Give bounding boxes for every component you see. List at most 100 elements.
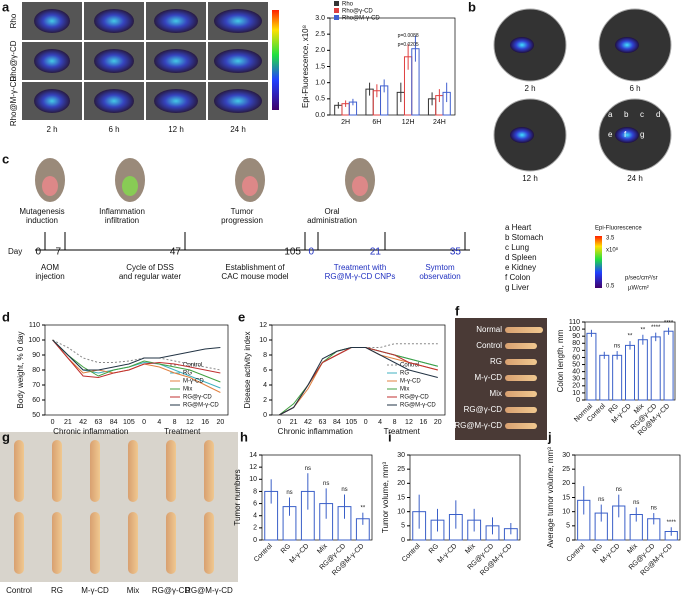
fluorescence-signal — [214, 49, 262, 73]
mouse-gut — [122, 176, 138, 196]
colon-sample — [166, 440, 176, 502]
organ-mark: d — [656, 110, 660, 119]
x-tick-label: 8 — [173, 419, 177, 426]
plot-frame — [44, 324, 229, 416]
legend-label: RG@γ-CD — [400, 395, 429, 401]
legend-label: RG@M-γ-CD — [400, 403, 436, 409]
x-group-label: Chronic inflammation — [53, 427, 128, 436]
x-tick-label: 84 — [333, 419, 341, 426]
annotation: **** — [664, 320, 674, 326]
y-tick-label: 30 — [397, 452, 405, 459]
y-tick-label: 0 — [263, 412, 267, 419]
day: 105 — [284, 247, 301, 258]
y-axis-label: Epi-Fluorescence, x10⁸ — [301, 25, 310, 108]
colon-label: RG@γ-CD — [464, 405, 503, 414]
organ-signal — [510, 127, 534, 143]
stage-label: Mutagenesis — [19, 207, 64, 216]
y-tick-label: 10 — [572, 390, 580, 397]
y-tick-label: 20 — [572, 383, 580, 390]
panel-letter: a — [2, 0, 10, 14]
y-tick-label: 80 — [572, 340, 580, 347]
column-label: 6 h — [108, 125, 119, 134]
colon-label: M-γ-CD — [474, 373, 502, 382]
colon — [505, 359, 537, 365]
line — [52, 339, 221, 371]
y-tick-label: 110 — [569, 319, 580, 326]
note: and regular water — [119, 272, 182, 281]
y-tick-label: 8 — [263, 352, 267, 359]
stage-label: infiltration — [105, 216, 139, 225]
x-tick-label: 0 — [277, 419, 281, 426]
dish-label: 24 h — [627, 174, 643, 183]
x-tick-label: 20 — [216, 419, 224, 426]
annotation: ns — [341, 487, 347, 493]
x-tick-label: 42 — [304, 419, 312, 426]
fluorescence-signal — [94, 49, 134, 73]
y-tick-label: 60 — [32, 397, 40, 404]
day: 0 — [35, 247, 41, 258]
colon-label: RG — [490, 357, 502, 366]
y-axis-label: Body weight, % 0 day — [16, 332, 25, 409]
y-tick-label: 12 — [249, 464, 257, 471]
column-label: 12 h — [168, 125, 184, 134]
x-tick-label: 63 — [319, 419, 327, 426]
y-axis-label: Tumor volume, mm³ — [381, 462, 390, 534]
organ-legend: g Liver — [505, 283, 529, 292]
y-tick-label: 100 — [28, 337, 40, 344]
y-tick-label: 0 — [576, 397, 580, 404]
y-tick-label: 12 — [259, 322, 267, 329]
x-group-label: Treatment — [384, 427, 421, 436]
day: 35 — [450, 247, 462, 258]
y-axis-label: Tumor numbers — [233, 469, 242, 525]
organ-signal — [615, 127, 639, 143]
plot-frame — [261, 454, 373, 541]
colon-sample — [90, 440, 100, 502]
bar — [650, 336, 661, 401]
colon-sample — [204, 440, 214, 502]
y-tick-label: 2.0 — [315, 47, 325, 54]
y-tick-label: 0 — [566, 537, 570, 544]
bar — [586, 332, 597, 401]
legend-label: RG@M-γ-CD — [183, 403, 219, 409]
fluorescence-signal — [214, 89, 262, 113]
x-tick-label: M-γ-CD — [289, 543, 311, 565]
colorbar-text: 0.5 — [606, 284, 615, 290]
legend-label: Mix — [183, 387, 192, 393]
photos — [0, 318, 547, 582]
x-tick-label: RG@M-γ-CD — [640, 543, 674, 577]
colorbar — [595, 236, 602, 288]
x-tick-label: 63 — [94, 419, 102, 426]
organ-mark: a — [608, 110, 613, 119]
x-tick-label: Control — [566, 542, 587, 563]
annotation: ns — [616, 487, 622, 493]
bar — [625, 344, 635, 401]
organ-legend: b Stomach — [505, 233, 543, 242]
row-label: Rho@γ-CD — [9, 40, 18, 81]
y-tick-label: 2 — [263, 397, 267, 404]
y-tick-label: 70 — [572, 347, 580, 354]
colon-sample — [14, 512, 24, 574]
stage-label: induction — [26, 216, 58, 225]
colon-sample — [128, 440, 138, 502]
y-tick-label: 8 — [253, 488, 257, 495]
y-tick-label: 40 — [572, 368, 580, 375]
y-tick-label: 6 — [253, 500, 257, 507]
y-tick-label: 5 — [401, 523, 405, 530]
y-tick-label: 100 — [568, 326, 580, 333]
x-tick-label: Mix — [316, 542, 329, 555]
annotation: ns — [305, 466, 311, 472]
dish-label: 6 h — [629, 84, 640, 93]
annotation: p=0.0205 — [398, 42, 419, 48]
y-tick-label: 15 — [397, 494, 405, 501]
annotation: ns — [614, 344, 620, 350]
x-tick-label: 0 — [51, 419, 55, 426]
colon-label: RG@M-γ-CD — [454, 421, 502, 430]
fluorescence-signal — [154, 89, 198, 113]
colorbar-text: Epi-Fluorescence — [595, 226, 642, 232]
note: RG@M-γ-CD CNPs — [325, 272, 396, 281]
day: 0 — [308, 247, 314, 258]
y-tick-label: 10 — [562, 509, 570, 516]
day-label: Day — [8, 247, 22, 256]
colon — [505, 407, 537, 413]
x-tick-label: 2H — [341, 119, 350, 126]
